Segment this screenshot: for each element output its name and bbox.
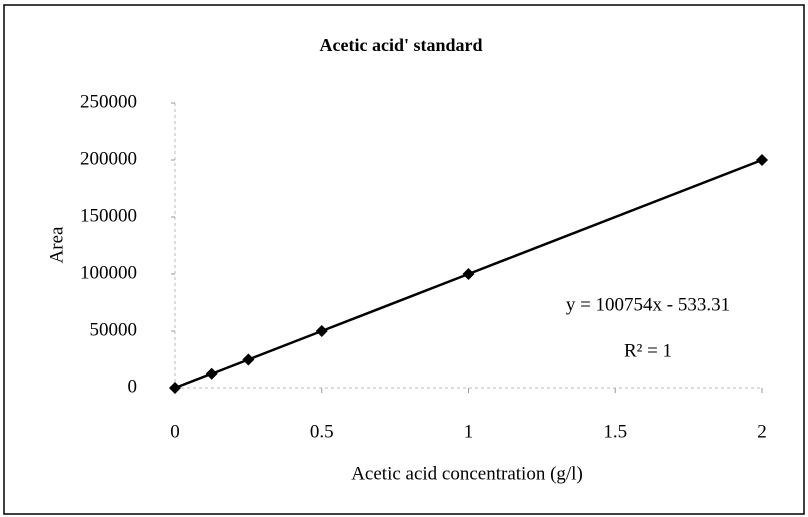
- y-tick-label: 150000: [80, 205, 137, 226]
- series-line: [174, 158, 763, 390]
- y-tick-label: 250000: [80, 91, 137, 112]
- x-tick-label: 0.5: [310, 421, 334, 442]
- annotation: y = 100754x - 533.31: [566, 294, 730, 315]
- y-tick-label: 0: [128, 376, 138, 397]
- data-point: [205, 367, 218, 380]
- chart-title: Acetic acid' standard: [320, 35, 483, 55]
- x-tick-label: 1: [464, 421, 474, 442]
- y-tick-label: 100000: [80, 262, 137, 283]
- data-point: [315, 325, 328, 337]
- annotation: R² = 1: [624, 340, 672, 361]
- data-point: [756, 154, 768, 166]
- data-point: [462, 268, 475, 280]
- chart-frame: [3, 4, 805, 515]
- x-tick-label: 2: [757, 421, 767, 442]
- y-tick-label: 200000: [80, 148, 137, 169]
- y-tick-label: 50000: [90, 319, 138, 340]
- x-tick-label: 0: [170, 421, 180, 442]
- y-axis-label: Area: [46, 226, 67, 263]
- x-tick-label: 1.5: [603, 421, 627, 442]
- data-point: [169, 382, 181, 394]
- x-axis-label: Acetic acid concentration (g/l): [351, 463, 583, 484]
- data-point: [242, 353, 255, 366]
